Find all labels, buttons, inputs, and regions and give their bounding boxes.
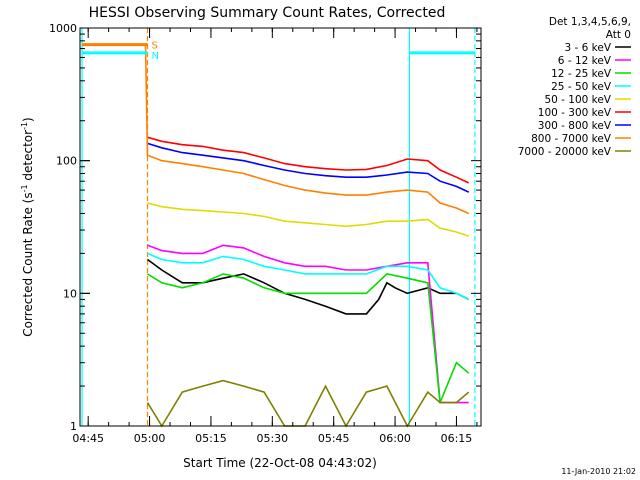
legend-label-8: 7000 - 20000 keV (518, 146, 612, 158)
y-tick-label: 1000 (49, 22, 77, 35)
series-line-6 (147, 142, 470, 193)
flag-label-s: S (152, 41, 158, 52)
y-label-end: ) (21, 117, 35, 122)
legend-label-4: 50 - 100 keV (544, 94, 611, 106)
x-axis-ticks: 04:45 05:00 05:15 05:30 05:45 06:00 06:15 (72, 28, 478, 445)
x-tick-label: 06:15 (441, 432, 473, 445)
y-label-mid: detector (21, 130, 35, 185)
y-tick-label: 1 (70, 420, 77, 433)
y-tick-label: 100 (56, 155, 77, 168)
flag-label-n: N (152, 51, 159, 62)
flag-labels: SN (152, 41, 159, 62)
legend-label-1: 6 - 12 keV (558, 55, 612, 67)
x-tick-label: 06:00 (379, 432, 411, 445)
marker-lines (81, 28, 476, 426)
series-line-1 (147, 244, 469, 404)
y-label-sup1: -1 (20, 184, 29, 192)
legend-label-3: 25 - 50 keV (551, 81, 612, 93)
legend-label-0: 3 - 6 keV (564, 42, 611, 54)
series-line-0 (147, 258, 470, 315)
legend-label-7: 800 - 7000 keV (531, 133, 612, 145)
x-tick-label: 05:45 (318, 432, 350, 445)
series-line-2 (147, 273, 470, 403)
x-axis-label: Start Time (22-Oct-08 04:43:02) (183, 456, 377, 470)
legend-label-5: 100 - 300 keV (538, 107, 612, 119)
y-tick-label: 10 (63, 287, 77, 300)
x-tick-label: 05:15 (195, 432, 227, 445)
y-axis-label: Corrected Count Rate (s-1 detector-1) (20, 117, 35, 336)
legend-header-2: Att 0 (606, 29, 631, 41)
plot-frame (79, 27, 482, 427)
series-line-8 (146, 379, 470, 428)
series-line-3 (147, 252, 470, 301)
series-line-4 (147, 202, 469, 237)
x-tick-label: 04:45 (72, 432, 104, 445)
flag-bars (82, 43, 475, 55)
y-label-main: Corrected Count Rate (s (21, 192, 35, 336)
series-layer (82, 43, 470, 428)
x-tick-label: 05:30 (256, 432, 288, 445)
series-line-7 (82, 43, 470, 215)
legend-header-1: Det 1,3,4,5,6,9, (549, 16, 631, 28)
x-tick-label: 05:00 (134, 432, 166, 445)
series-line-5 (147, 136, 470, 184)
chart-title: HESSI Observing Summary Count Rates, Cor… (89, 5, 446, 21)
y-axis-ticks: 1 10 100 1000 (49, 22, 481, 433)
legend-label-6: 300 - 800 keV (538, 120, 612, 132)
y-label-sup2: -1 (20, 122, 29, 130)
timestamp: 11-Jan-2010 21:02 (561, 467, 636, 476)
legend-label-2: 12 - 25 keV (551, 68, 612, 80)
